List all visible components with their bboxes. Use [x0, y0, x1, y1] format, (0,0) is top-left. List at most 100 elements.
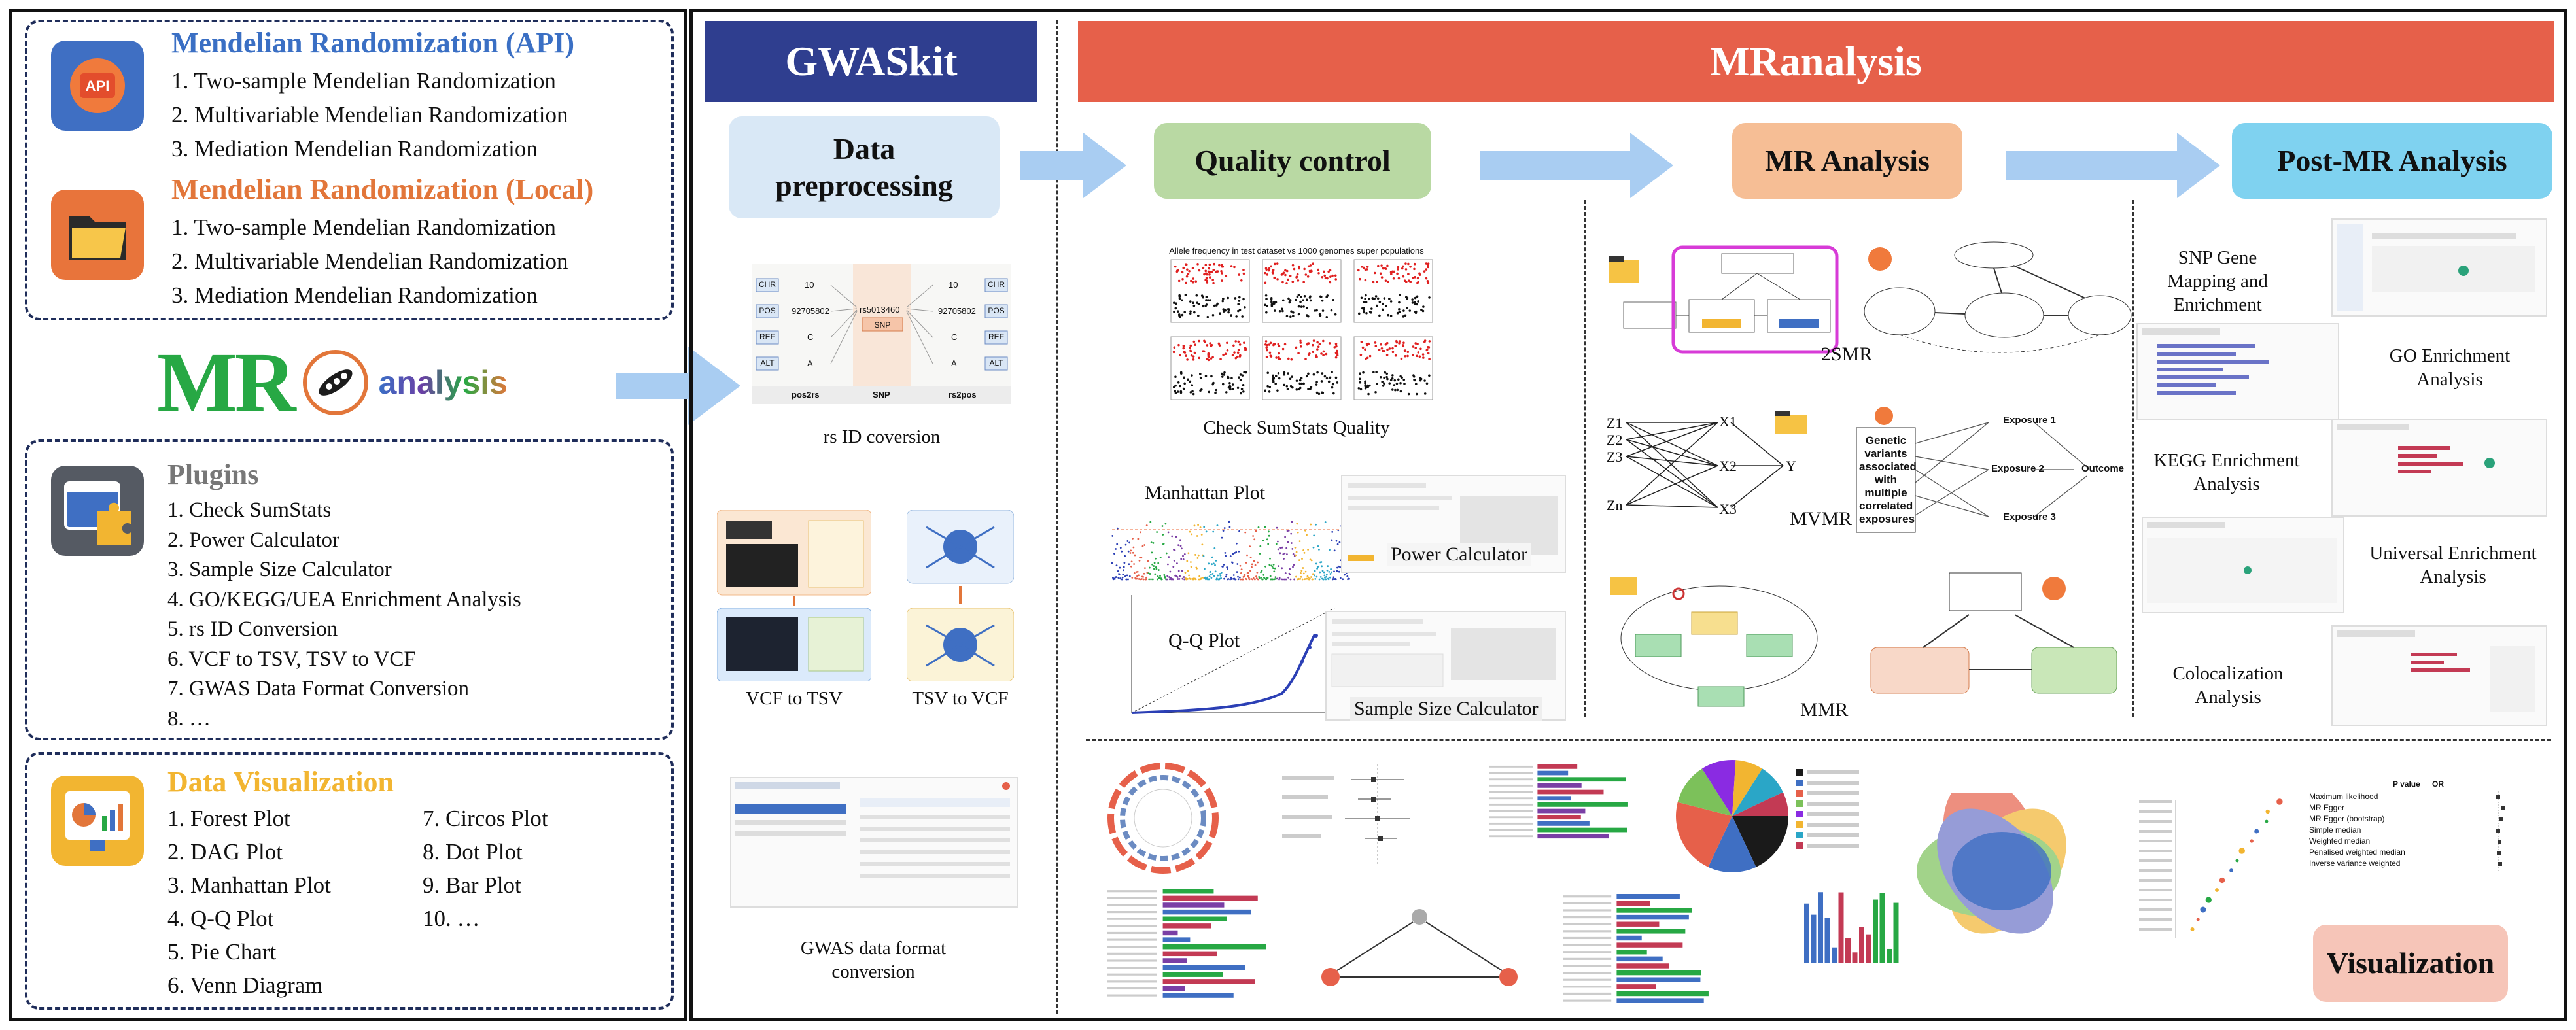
section-divider: [1056, 20, 1058, 1014]
rsid-ref-value: C: [807, 332, 814, 342]
viz-divider: [1086, 739, 2551, 741]
dot-plot-thumb: [2136, 794, 2296, 946]
rsid-key-chr-right: CHR: [988, 280, 1005, 289]
plugins-list: 1. Check SumStats 2. Power Calculator 3.…: [167, 496, 521, 734]
stage-data-preprocessing: Data preprocessing: [729, 116, 1000, 218]
power-calculator-caption: Power Calculator: [1387, 543, 1532, 566]
list-item: 8. Dot Plot: [423, 839, 523, 865]
list-item: 6. VCF to TSV, TSV to VCF: [167, 647, 416, 671]
forest-table-thumb: P value OR Maximum likelihood MR Egger M…: [2309, 780, 2518, 884]
sample-size-caption: Sample Size Calculator: [1350, 697, 1542, 721]
list-item: MR Egger: [2309, 803, 2345, 812]
right-panel: [689, 9, 2567, 1021]
bar-thumb-1: [1486, 761, 1633, 844]
rsid-key-pos-left: POS: [759, 306, 776, 315]
list-item: 7. Circos Plot: [423, 806, 548, 831]
mvmr-z2: Z2: [1607, 432, 1623, 448]
universal-caption: Universal Enrichment Analysis: [2369, 543, 2537, 587]
stage-arrow-icon: [1020, 133, 1128, 201]
rsid-chr-value-right: 10: [949, 280, 958, 290]
rsid-diagram: CHR POS REF ALT 10 92705802 C A rs501346…: [752, 264, 1011, 404]
list-item: 2. Power Calculator: [167, 528, 340, 552]
gwas-format-caption: GWAS data format conversion: [800, 938, 947, 982]
list-item: Weighted median: [2309, 836, 2371, 846]
pie-legend: [1796, 769, 1875, 861]
list-item: Penalised weighted median: [2309, 848, 2405, 857]
logo-word: analysis: [378, 364, 508, 401]
mvmr-zn: Zn: [1607, 497, 1623, 513]
rsid-key-chr-left: CHR: [759, 280, 776, 289]
mr-api-box: [25, 20, 674, 320]
manhattan-plot: [1105, 458, 1354, 582]
list-item: 1. Forest Plot: [167, 806, 290, 831]
pie-thumb: [1673, 757, 1791, 875]
rsid-pos-value: 92705802: [792, 306, 829, 316]
rsid-key-ref-left: REF: [759, 332, 775, 341]
list-item: 3. Mediation Mendelian Randomization: [171, 136, 538, 162]
two-smr-dag: [1856, 239, 2138, 366]
list-item: 3. Mediation Mendelian Randomization: [171, 283, 538, 308]
vcf-to-tsv-diagram: [716, 509, 872, 682]
rsid-key-alt-right: ALT: [989, 358, 1003, 368]
gwaskit-banner: GWASkit: [705, 21, 1037, 102]
mvmr-y: Y: [1786, 458, 1796, 474]
visualization-list-col2: 7. Circos Plot 8. Dot Plot 9. Bar Plot 1…: [423, 802, 548, 935]
left-panel: [9, 9, 687, 1021]
qq-plot: [1105, 589, 1348, 726]
list-item: 3. Sample Size Calculator: [167, 558, 392, 581]
list-item: 8. …: [167, 706, 211, 730]
qc-mr-divider: [1584, 200, 1586, 717]
forest-header-p: P value: [2393, 780, 2420, 789]
stage-arrow-icon: [1480, 133, 1676, 201]
list-item: MR Egger (bootstrap): [2309, 814, 2385, 823]
two-smr-label: 2SMR: [1821, 343, 1873, 365]
list-item: 6. Venn Diagram: [167, 972, 323, 998]
rsid-pos-value-right: 92705802: [938, 306, 976, 316]
allele-plot-title: Allele frequency in test dataset vs 1000…: [1169, 246, 1424, 256]
dag-thumb: [1308, 905, 1531, 990]
mvmr-exposures-diagram: Genetic variants associated with multipl…: [1851, 404, 2126, 540]
mranalysis-banner: MRanalysis: [1078, 21, 2554, 102]
coloc-caption: Colocalization Analysis: [2172, 663, 2284, 708]
stage-post-mr-analysis: Post-MR Analysis: [2232, 123, 2552, 199]
dashboard-icon: [51, 776, 144, 866]
rsid-key-ref-right: REF: [988, 332, 1004, 341]
gwas-format-screenshot: [730, 777, 1018, 908]
exposure-2-label: Exposure 2: [1991, 463, 2044, 474]
go-caption: GO Enrichment Analysis: [2389, 345, 2511, 390]
plugins-title: Plugins: [167, 458, 259, 490]
rsid-key-pos-right: POS: [988, 306, 1005, 315]
list-item: 1. Check SumStats: [167, 498, 332, 522]
rsid-mid-label: SNP: [873, 390, 890, 400]
rsid-ref-value-right: C: [951, 332, 958, 342]
qq-caption: Q-Q Plot: [1168, 630, 1240, 651]
mmr-label: MMR: [1800, 699, 1849, 721]
bar-thumb-2: [1104, 885, 1272, 1003]
list-item: 5. Pie Chart: [167, 939, 277, 965]
bar-thumb-4: [1800, 878, 1905, 968]
api-title: Mendelian Randomization (API): [171, 27, 574, 59]
api-list: 1. Two-sample Mendelian Randomization 2.…: [171, 64, 568, 166]
outcome-label: Outcome: [2081, 463, 2125, 474]
list-item: 2. DAG Plot: [167, 839, 283, 865]
mvmr-x3: X3: [1719, 501, 1737, 517]
list-item: 2. Multivariable Mendelian Randomization: [171, 249, 568, 274]
two-smr-diagram: [1604, 242, 1918, 362]
stage-quality-control: Quality control: [1154, 123, 1431, 199]
tsv-to-vcf-caption: TSV to VCF: [912, 688, 1009, 709]
rsid-snp-key: SNP: [874, 320, 891, 330]
rsid-alt-value: A: [807, 358, 813, 368]
list-item: 3. Manhattan Plot: [167, 872, 331, 898]
mmr-diagram-left: [1607, 566, 1826, 717]
folder-icon: [51, 190, 144, 280]
kegg-screenshot: [2331, 419, 2547, 517]
plugins-box: [25, 439, 674, 740]
logo-mark: MR: [157, 335, 296, 430]
mvmr-x2: X2: [1719, 458, 1737, 474]
vcf-to-tsv-caption: VCF to TSV: [746, 688, 843, 709]
list-item: 9. Bar Plot: [423, 872, 521, 898]
stage-arrow-icon: [2006, 133, 2221, 201]
forest-header-or: OR: [2432, 780, 2444, 789]
exposure-1-label: Exposure 1: [2003, 415, 2056, 426]
forest-thumb-1: [1279, 760, 1455, 868]
